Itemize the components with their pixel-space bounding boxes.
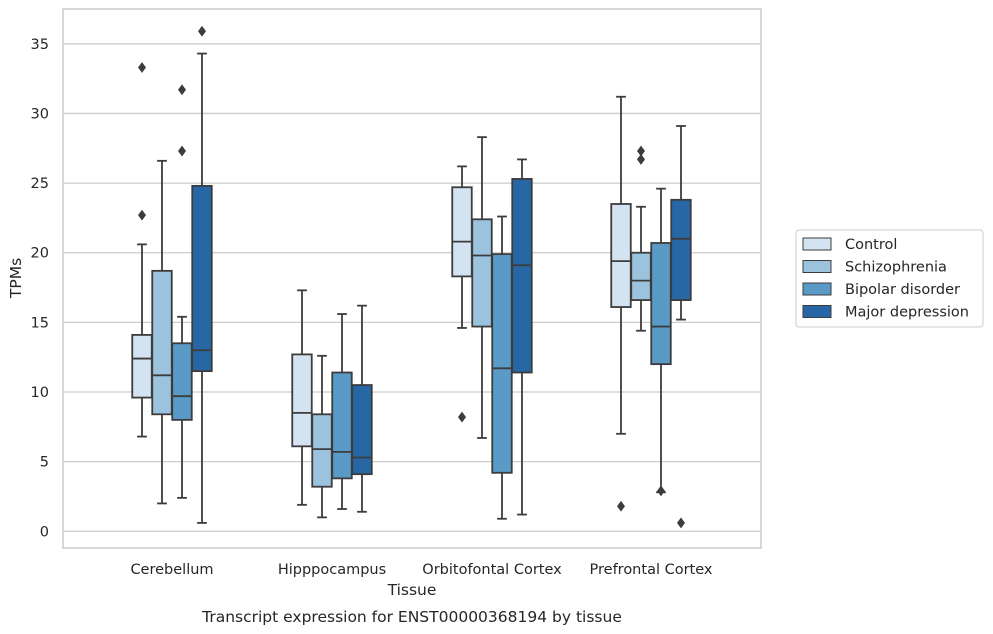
- box-bipolar-disorder: [331, 313, 353, 510]
- legend-label: Schizophrenia: [845, 260, 947, 276]
- box-iqr: [151, 269, 173, 416]
- legend-swatch: [802, 305, 832, 318]
- box-control: [291, 289, 313, 506]
- legend-label: Bipolar disorder: [845, 282, 960, 298]
- y-tick-label: 30: [31, 106, 49, 122]
- box-major-depression: [511, 158, 533, 516]
- y-tick-labels: 0 5 10 15 20 25 30 35: [31, 37, 49, 540]
- outlier-point: [198, 25, 206, 37]
- outlier-point: [458, 411, 466, 423]
- box-iqr: [670, 198, 692, 301]
- box-iqr: [351, 384, 373, 476]
- box-iqr: [311, 413, 333, 488]
- outlier-point: [138, 62, 146, 73]
- legend-frame: [795, 229, 984, 328]
- plot-frame: [62, 8, 762, 549]
- legend-swatch: [802, 260, 832, 273]
- outlier-point: [138, 209, 146, 221]
- box-control: [610, 95, 632, 512]
- box-iqr: [291, 353, 313, 448]
- box-iqr: [471, 218, 493, 328]
- box-schizophrenia: [311, 354, 333, 519]
- box-iqr: [131, 334, 153, 399]
- box-bipolar-disorder: [491, 215, 513, 520]
- x-tick-labels: Cerebellum Hipppocampus Orbitofontal Corte…: [130, 562, 712, 578]
- box-major-depression: [191, 25, 213, 524]
- y-tick-label: 0: [40, 524, 49, 540]
- x-tick-label: Prefrontal Cortex: [590, 562, 713, 578]
- box-bipolar-disorder: [171, 84, 193, 499]
- outlier-point: [637, 145, 645, 157]
- chart-caption: Transcript expression for ENST0000036819…: [201, 608, 622, 626]
- legend: Control Schizophrenia Bipolar disorder Majo…: [795, 229, 984, 328]
- x-tick-label: Hipppocampus: [278, 562, 386, 578]
- box-iqr: [331, 371, 353, 480]
- box-major-depression: [351, 304, 373, 513]
- box-iqr: [630, 251, 652, 301]
- x-tick-label: Orbitofontal Cortex: [422, 562, 562, 578]
- y-tick-label: 5: [40, 455, 49, 471]
- box-major-depression: [670, 125, 692, 529]
- outlier-point: [657, 485, 665, 497]
- box-groups: [131, 25, 692, 529]
- box-iqr: [610, 203, 632, 308]
- box-control: [451, 165, 473, 423]
- x-tick-label: Cerebellum: [130, 562, 213, 578]
- box-iqr: [171, 342, 193, 421]
- outlier-point: [677, 517, 685, 529]
- y-tick-label: 35: [31, 37, 49, 53]
- box-iqr: [491, 253, 513, 474]
- box-schizophrenia: [471, 136, 493, 439]
- x-axis-title: Tissue: [387, 581, 437, 599]
- box-bipolar-disorder: [650, 187, 672, 497]
- box-iqr: [451, 186, 473, 278]
- box-iqr: [650, 242, 672, 366]
- outlier-point: [178, 145, 186, 157]
- legend-swatch: [802, 237, 832, 251]
- y-tick-label: 15: [31, 315, 49, 331]
- box-schizophrenia: [151, 159, 173, 505]
- y-tick-label: 10: [31, 385, 49, 401]
- legend-label: Control: [845, 237, 897, 253]
- outlier-point: [178, 84, 186, 96]
- outlier-point: [637, 154, 645, 165]
- y-tick-label: 20: [31, 246, 49, 262]
- legend-label: Major depression: [845, 305, 969, 321]
- legend-swatch: [802, 282, 832, 296]
- box-schizophrenia: [630, 145, 652, 332]
- box-iqr: [511, 178, 533, 374]
- y-tick-label: 25: [31, 176, 49, 192]
- y-axis-title: TPMs: [7, 258, 25, 299]
- outlier-point: [617, 500, 625, 512]
- box-control: [131, 62, 153, 438]
- box-iqr: [191, 184, 213, 373]
